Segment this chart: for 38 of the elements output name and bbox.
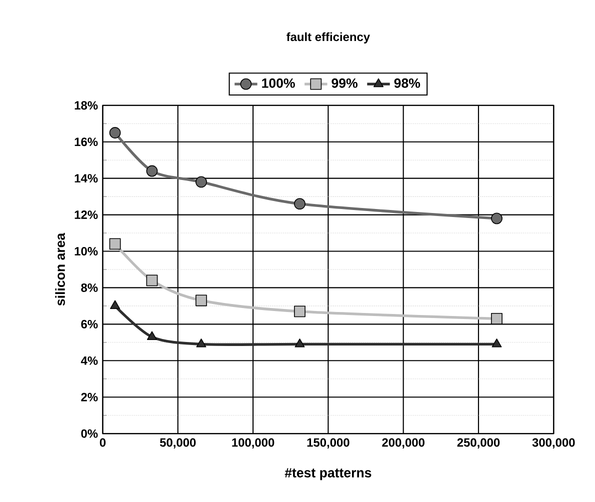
point [491, 313, 502, 325]
point [146, 166, 158, 177]
point [491, 212, 502, 224]
point [109, 127, 121, 139]
x-tick-label: 100,000 [232, 438, 274, 449]
y-tick-label: 10% [74, 247, 98, 256]
point [294, 198, 306, 210]
x-axis-title: #test patterns [284, 468, 372, 480]
point [294, 306, 306, 318]
x-tick-label: 300,000 [532, 438, 575, 449]
point [492, 338, 502, 348]
y-tick-label: 12% [74, 210, 98, 220]
y-tick-label: 2% [81, 393, 98, 402]
y-tick-label: 6% [81, 320, 98, 329]
y-tick-label: 8% [81, 284, 98, 292]
point [196, 338, 206, 348]
y-tick-label: 0% [81, 430, 98, 438]
point [146, 331, 157, 340]
y-tick-label: 16% [74, 138, 98, 146]
legend-title: fault efficiency [286, 32, 370, 44]
x-tick-label: 0 [100, 438, 106, 447]
point [196, 294, 207, 306]
x-tick-label: 250,000 [457, 438, 500, 449]
legend-label: 99% [332, 78, 358, 88]
point [146, 274, 158, 286]
x-tick-label: 50,000 [160, 438, 196, 449]
point [294, 338, 305, 348]
y-tick-label: 18% [74, 101, 98, 110]
x-tick-label: 200,000 [382, 438, 424, 449]
y-tick-label: 4% [80, 356, 98, 366]
point [110, 300, 120, 310]
y-tick-label: 14% [74, 174, 98, 183]
y-axis-title: silicon area [55, 233, 65, 306]
legend-label: 100% [262, 78, 295, 88]
point [109, 238, 121, 250]
legend-label: 98% [394, 78, 420, 88]
x-tick-label: 150,000 [307, 438, 350, 449]
point [196, 176, 207, 188]
